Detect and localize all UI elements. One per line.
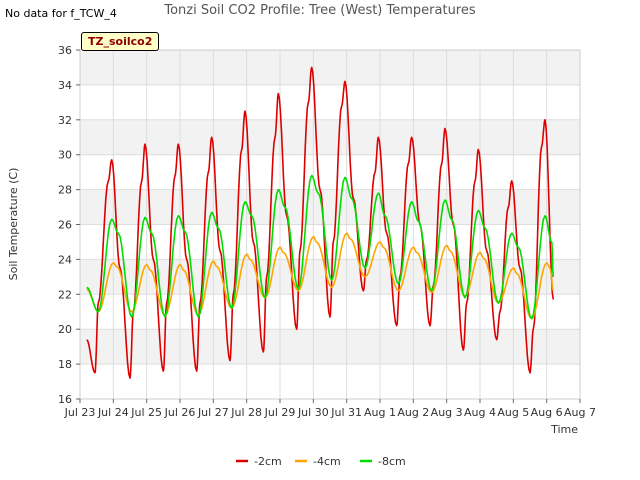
x-tick-label: Aug 2: [397, 406, 429, 419]
x-tick-label: Jul 23: [64, 406, 96, 419]
x-tick-label: Aug 7: [564, 406, 596, 419]
series-lines: [86, 66, 555, 379]
x-tick-label: Aug 3: [431, 406, 463, 419]
y-tick-label: 26: [58, 219, 72, 232]
grid-band: [80, 50, 580, 85]
grid-band: [80, 189, 580, 225]
x-tick-label: Jul 31: [330, 406, 362, 419]
x-tick-label: Jul 24: [97, 406, 129, 419]
x-axis-label: Time: [550, 423, 578, 436]
legend-label: -8cm: [378, 455, 406, 468]
x-tick-label: Jul 28: [230, 406, 262, 419]
grid-band: [80, 329, 580, 365]
y-tick-label: 24: [58, 253, 72, 266]
plot-background-bands: [80, 50, 580, 399]
y-tick-label: 16: [58, 393, 72, 406]
x-tick-label: Jul 30: [297, 406, 329, 419]
series-line-2cm: [86, 66, 555, 379]
x-axis: Jul 23 Jul 24 Jul 25 Jul 26 Jul 27 Jul 28 Jul …: [64, 399, 596, 419]
grid-band: [80, 119, 580, 155]
chart-title: Tonzi Soil CO2 Profile: Tree (West) Temp…: [164, 3, 476, 18]
y-tick-label: 20: [58, 323, 72, 336]
y-tick-label: 32: [58, 114, 72, 127]
series-line-8cm: [86, 174, 555, 320]
x-tick-label: Jul 26: [164, 406, 196, 419]
y-tick-label: 22: [58, 288, 72, 301]
x-tick-label: Jul 27: [197, 406, 229, 419]
site-tag: TZ_soilco2: [81, 32, 160, 51]
x-tick-label: Jul 29: [264, 406, 296, 419]
legend-label: -2cm: [254, 455, 282, 468]
x-tick-label: Jul 25: [130, 406, 162, 419]
y-axis-label: Soil Temperature (C): [7, 168, 20, 281]
legend-label: -4cm: [313, 455, 341, 468]
y-tick-label: 28: [58, 184, 72, 197]
legend: -2cm -4cm -8cm: [236, 455, 406, 468]
y-axis: 16 18 20 22 24 26 28 30 32 34 36: [58, 44, 80, 406]
x-tick-label: Aug 6: [531, 406, 563, 419]
x-tick-label: Aug 4: [464, 406, 496, 419]
x-tick-label: Aug 5: [497, 406, 529, 419]
y-tick-label: 30: [58, 149, 72, 162]
y-tick-label: 34: [58, 79, 72, 92]
y-tick-label: 18: [58, 358, 72, 371]
x-tick-label: Aug 1: [364, 406, 396, 419]
y-tick-label: 36: [58, 44, 72, 57]
no-data-note: No data for f_TCW_4: [5, 7, 117, 20]
